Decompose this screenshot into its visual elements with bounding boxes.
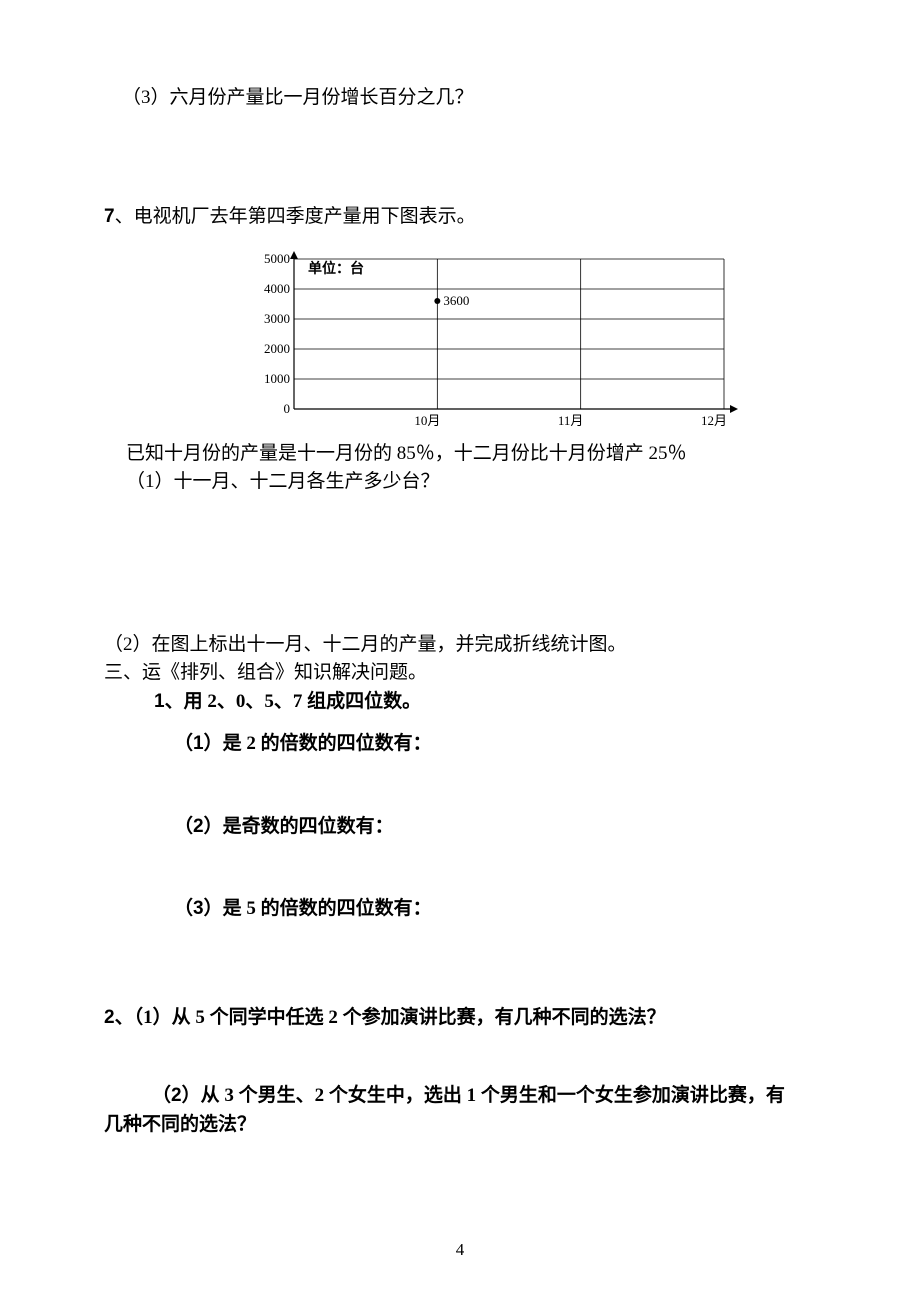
- problem-2-sub2-paren: （2）: [152, 1085, 201, 1106]
- svg-text:5000: 5000: [264, 251, 290, 266]
- question-7-text: 、电视机厂去年第四季度产量用下图表示。: [115, 206, 476, 227]
- svg-text:3600: 3600: [443, 293, 469, 308]
- svg-text:12月: 12月: [701, 413, 727, 428]
- svg-text:11月: 11月: [558, 413, 584, 428]
- problem-1-sub2-paren: （2）: [174, 816, 223, 837]
- problem-2-sub2-cont: 几种不同的选法？: [104, 1111, 810, 1140]
- question-7-sub1: （1）十一月、十二月各生产多少台？: [126, 468, 810, 497]
- line-chart: 5000 4000 3000 2000 1000 0 10月 11月 12月 单位：台 3600: [254, 251, 741, 436]
- problem-2-sub2: （2）从 3 个男生、2 个女生中，选出 1 个男生和一个女生参加演讲比赛，有: [152, 1082, 810, 1111]
- question-3-sub3: （3）六月份产量比一月份增长百分之几？: [122, 84, 810, 113]
- problem-1-sub3-paren: （3）: [174, 898, 223, 919]
- question-7-sub2: （2）在图上标出十一月、十二月的产量，并完成折线统计图。: [104, 631, 810, 660]
- problem-2-sub1: 2、（1）从 5 个同学中任选 2 个参加演讲比赛，有几种不同的选法？: [104, 1004, 810, 1033]
- problem-1-number: 1: [154, 691, 165, 712]
- svg-text:4000: 4000: [264, 281, 290, 296]
- chart-container: 5000 4000 3000 2000 1000 0 10月 11月 12月 单位：台 3600: [254, 251, 741, 436]
- problem-1-sub3-text: 是 5 的倍数的四位数有：: [223, 898, 432, 919]
- problem-2-number: 2: [104, 1007, 115, 1028]
- svg-text:0: 0: [284, 401, 291, 416]
- problem-2-sub1-paren: （1）: [134, 1007, 172, 1028]
- svg-text:2000: 2000: [264, 341, 290, 356]
- problem-1-sub2: （2）是奇数的四位数有：: [174, 813, 810, 842]
- svg-text:单位：台: 单位：台: [308, 260, 364, 277]
- problem-2-sub2-text-b: 几种不同的选法？: [104, 1114, 256, 1135]
- section-3-title: 三、运《排列、组合》知识解决问题。: [104, 659, 810, 688]
- problem-1-sub1: （1）是 2 的倍数的四位数有：: [174, 730, 810, 759]
- problem-1-text: 、用 2、0、5、7 组成四位数。: [165, 691, 422, 712]
- page-number: 4: [456, 1240, 465, 1260]
- question-7-intro: 7、电视机厂去年第四季度产量用下图表示。: [104, 203, 810, 232]
- svg-text:1000: 1000: [264, 371, 290, 386]
- problem-1-sub2-text: 是奇数的四位数有：: [223, 816, 394, 837]
- question-7-number: 7: [104, 206, 115, 227]
- problem-1-sub1-text: 是 2 的倍数的四位数有：: [223, 733, 432, 754]
- question-7-given: 已知十月份的产量是十一月份的 85％，十二月份比十月份增产 25％: [126, 440, 810, 468]
- svg-text:10月: 10月: [414, 413, 440, 428]
- problem-2-sub1-text: 从 5 个同学中任选 2 个参加演讲比赛，有几种不同的选法？: [172, 1007, 666, 1028]
- problem-2-sub2-text-a: 从 3 个男生、2 个女生中，选出 1 个男生和一个女生参加演讲比赛，有: [201, 1085, 785, 1106]
- svg-text:3000: 3000: [264, 311, 290, 326]
- problem-1-sub3: （3）是 5 的倍数的四位数有：: [174, 895, 810, 924]
- problem-1-sub1-paren: （1）: [174, 733, 223, 754]
- problem-1-intro: 1、用 2、0、5、7 组成四位数。: [154, 688, 810, 717]
